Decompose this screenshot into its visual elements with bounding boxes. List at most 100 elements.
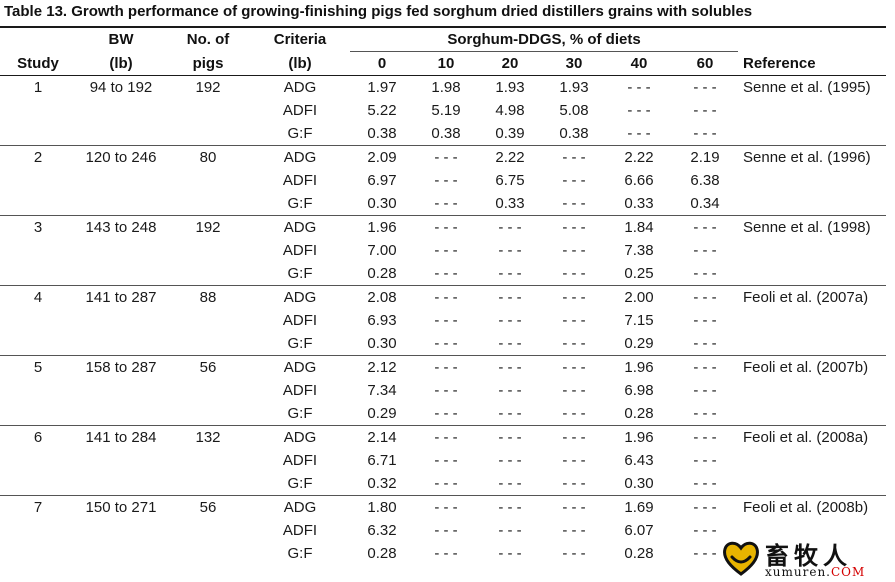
value-cell: 2.22 bbox=[606, 145, 672, 169]
table-row: G:F 0.38 0.38 0.39 0.38 - - - - - - bbox=[0, 122, 886, 146]
value-cell: 2.12 bbox=[350, 355, 414, 379]
value-cell: - - - bbox=[434, 475, 458, 492]
table-row: 6 141 to 284 132 ADG 2.14- - -- - -- - -1.96… bbox=[0, 425, 886, 449]
criteria-cell: ADFI bbox=[282, 102, 318, 119]
header-row-top: BW No. of Criteria Sorghum-DDGS, % of di… bbox=[0, 26, 886, 52]
pigs-cell bbox=[166, 309, 250, 332]
value-cell: - - - bbox=[498, 312, 522, 329]
value-cell: - - - bbox=[693, 79, 717, 96]
level-header: 30 bbox=[542, 51, 606, 76]
value-cell: 1.96 bbox=[606, 355, 672, 379]
table-row: 2 120 to 246 80 ADG 2.09- - -2.22- - -2.22 2.… bbox=[0, 145, 886, 169]
value-cell: 2.14 bbox=[350, 425, 414, 449]
reference-cell bbox=[738, 239, 886, 262]
bw-cell bbox=[76, 519, 166, 542]
pigs-cell bbox=[166, 472, 250, 496]
study-cell bbox=[0, 332, 76, 356]
criteria-cell: G:F bbox=[287, 545, 313, 562]
study-header: Study bbox=[0, 51, 76, 76]
value-cell: 7.00 bbox=[367, 242, 397, 259]
bw-cell bbox=[76, 99, 166, 122]
value-cell: - - - bbox=[542, 215, 606, 239]
table-row: 1 94 to 192 192 ADG 1.97 1.98 1.93 1.93 - - - - -… bbox=[0, 76, 886, 100]
pigs-cell bbox=[166, 169, 250, 192]
watermark-chinese-text: 畜牧人 bbox=[765, 542, 852, 570]
value-cell: - - - bbox=[434, 242, 458, 259]
bw-cell bbox=[76, 332, 166, 356]
table-row: G:F 0.29 - - - - - - - - - 0.28 - - - bbox=[0, 402, 886, 426]
reference-cell bbox=[738, 472, 886, 496]
value-cell: 0.34 bbox=[690, 195, 720, 212]
value-cell: 0.25 bbox=[624, 265, 654, 282]
criteria-cell: G:F bbox=[287, 335, 313, 352]
table-body: 1 94 to 192 192 ADG 1.97 1.98 1.93 1.93- - -- -… bbox=[0, 76, 886, 566]
reference-cell bbox=[738, 192, 886, 216]
value-cell: 0.28 bbox=[367, 545, 397, 562]
value-cell: - - - bbox=[414, 215, 478, 239]
reference-header: Reference bbox=[738, 51, 886, 76]
study-cell: 2 bbox=[0, 145, 76, 169]
reference-cell: Senne et al. (1998) bbox=[738, 215, 886, 239]
study-header-spacer bbox=[0, 26, 76, 52]
study-cell: 6 bbox=[0, 425, 76, 449]
value-cell: - - - bbox=[562, 382, 586, 399]
reference-cell: Feoli et al. (2007b) bbox=[738, 355, 886, 379]
value-cell: 0.32 bbox=[367, 475, 397, 492]
study-cell bbox=[0, 309, 76, 332]
watermark-tld: COM bbox=[830, 565, 866, 579]
value-cell: - - - bbox=[498, 242, 522, 259]
bw-cell bbox=[76, 169, 166, 192]
watermark: 畜牧人 xumuren.COM bbox=[719, 536, 889, 580]
study-cell bbox=[0, 122, 76, 146]
value-cell: - - - bbox=[627, 125, 651, 142]
value-cell: - - - bbox=[434, 545, 458, 562]
table-row: ADFI 6.93 - - - - - - - - - 7.15 - - - bbox=[0, 309, 886, 332]
value-cell: 1.93 bbox=[559, 79, 589, 96]
table-row: G:F 0.30 - - - 0.33 - - - 0.33 0.34 bbox=[0, 192, 886, 216]
value-cell: 0.30 bbox=[367, 195, 397, 212]
reference-cell: Feoli et al. (2008b) bbox=[738, 495, 886, 519]
criteria-header: Criteria bbox=[250, 26, 350, 52]
value-cell: - - - bbox=[672, 495, 738, 519]
study-cell: 3 bbox=[0, 215, 76, 239]
criteria-cell: G:F bbox=[287, 195, 313, 212]
study-cell bbox=[0, 379, 76, 402]
bw-cell bbox=[76, 262, 166, 286]
value-cell: - - - bbox=[672, 425, 738, 449]
value-cell: - - - bbox=[562, 335, 586, 352]
bw-cell bbox=[76, 472, 166, 496]
value-cell: - - - bbox=[478, 285, 542, 309]
heart-smile-logo-icon bbox=[723, 541, 759, 576]
study-cell bbox=[0, 449, 76, 472]
value-cell: - - - bbox=[672, 215, 738, 239]
value-cell: 6.07 bbox=[624, 522, 654, 539]
value-cell: - - - bbox=[693, 522, 717, 539]
value-cell: - - - bbox=[434, 172, 458, 189]
bw-unit-header: (lb) bbox=[76, 51, 166, 76]
value-cell: - - - bbox=[627, 102, 651, 119]
pigs-cell: 88 bbox=[166, 285, 250, 309]
value-cell: - - - bbox=[498, 545, 522, 562]
value-cell: 0.38 bbox=[367, 125, 397, 142]
value-cell: - - - bbox=[627, 79, 651, 96]
value-cell: - - - bbox=[478, 495, 542, 519]
value-cell: - - - bbox=[434, 195, 458, 212]
value-cell: - - - bbox=[693, 545, 717, 562]
value-cell: - - - bbox=[478, 215, 542, 239]
bw-cell: 150 to 271 bbox=[76, 495, 166, 519]
value-cell: 6.97 bbox=[367, 172, 397, 189]
value-cell: 1.96 bbox=[350, 215, 414, 239]
value-cell: - - - bbox=[562, 522, 586, 539]
value-cell: - - - bbox=[542, 145, 606, 169]
value-cell: - - - bbox=[693, 382, 717, 399]
pigs-unit-header: pigs bbox=[166, 51, 250, 76]
table-row: G:F 0.32 - - - - - - - - - 0.30 - - - bbox=[0, 472, 886, 496]
value-cell: 6.32 bbox=[367, 522, 397, 539]
pigs-header: No. of bbox=[166, 26, 250, 52]
value-cell: 0.38 bbox=[559, 125, 589, 142]
reference-cell: Feoli et al. (2008a) bbox=[738, 425, 886, 449]
table-row: 3 143 to 248 192 ADG 1.96- - -- - -- - -1.84… bbox=[0, 215, 886, 239]
study-cell bbox=[0, 519, 76, 542]
value-cell: - - - bbox=[498, 382, 522, 399]
value-cell: 6.66 bbox=[624, 172, 654, 189]
